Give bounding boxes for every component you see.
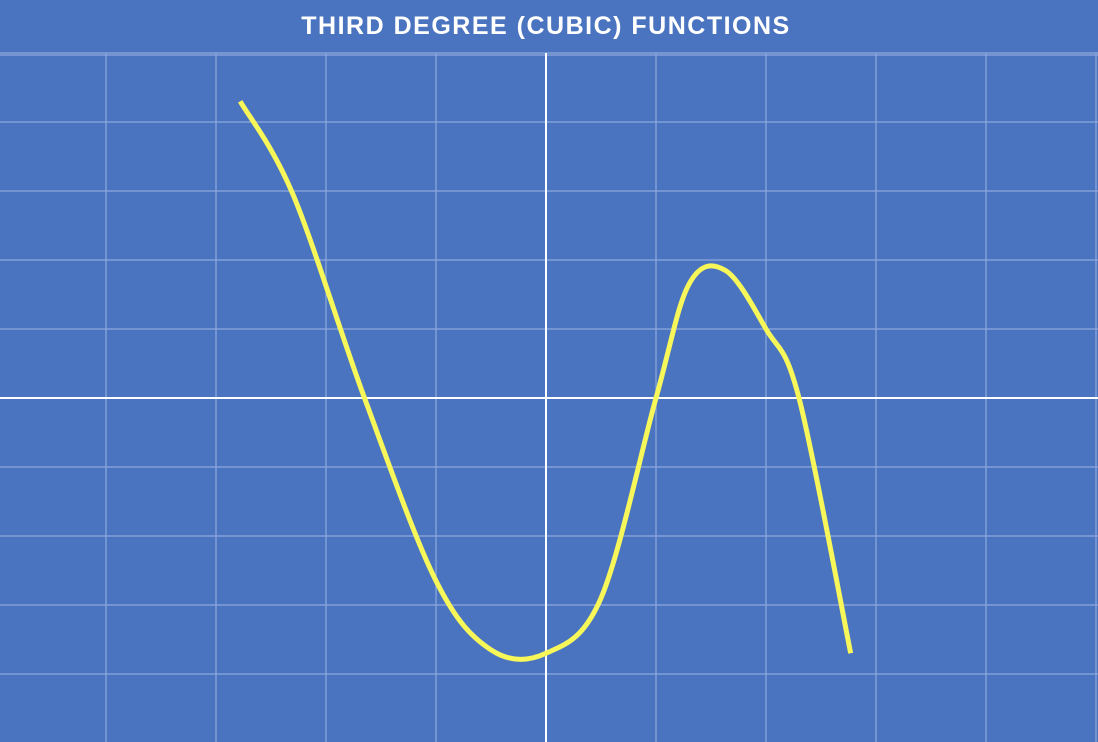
- cubic-curve-series-0: [238, 100, 854, 662]
- chart-title: THIRD DEGREE (CUBIC) FUNCTIONS: [301, 12, 791, 40]
- grid: [0, 52, 1098, 742]
- axes: [0, 53, 1098, 742]
- series-layer: [238, 100, 854, 662]
